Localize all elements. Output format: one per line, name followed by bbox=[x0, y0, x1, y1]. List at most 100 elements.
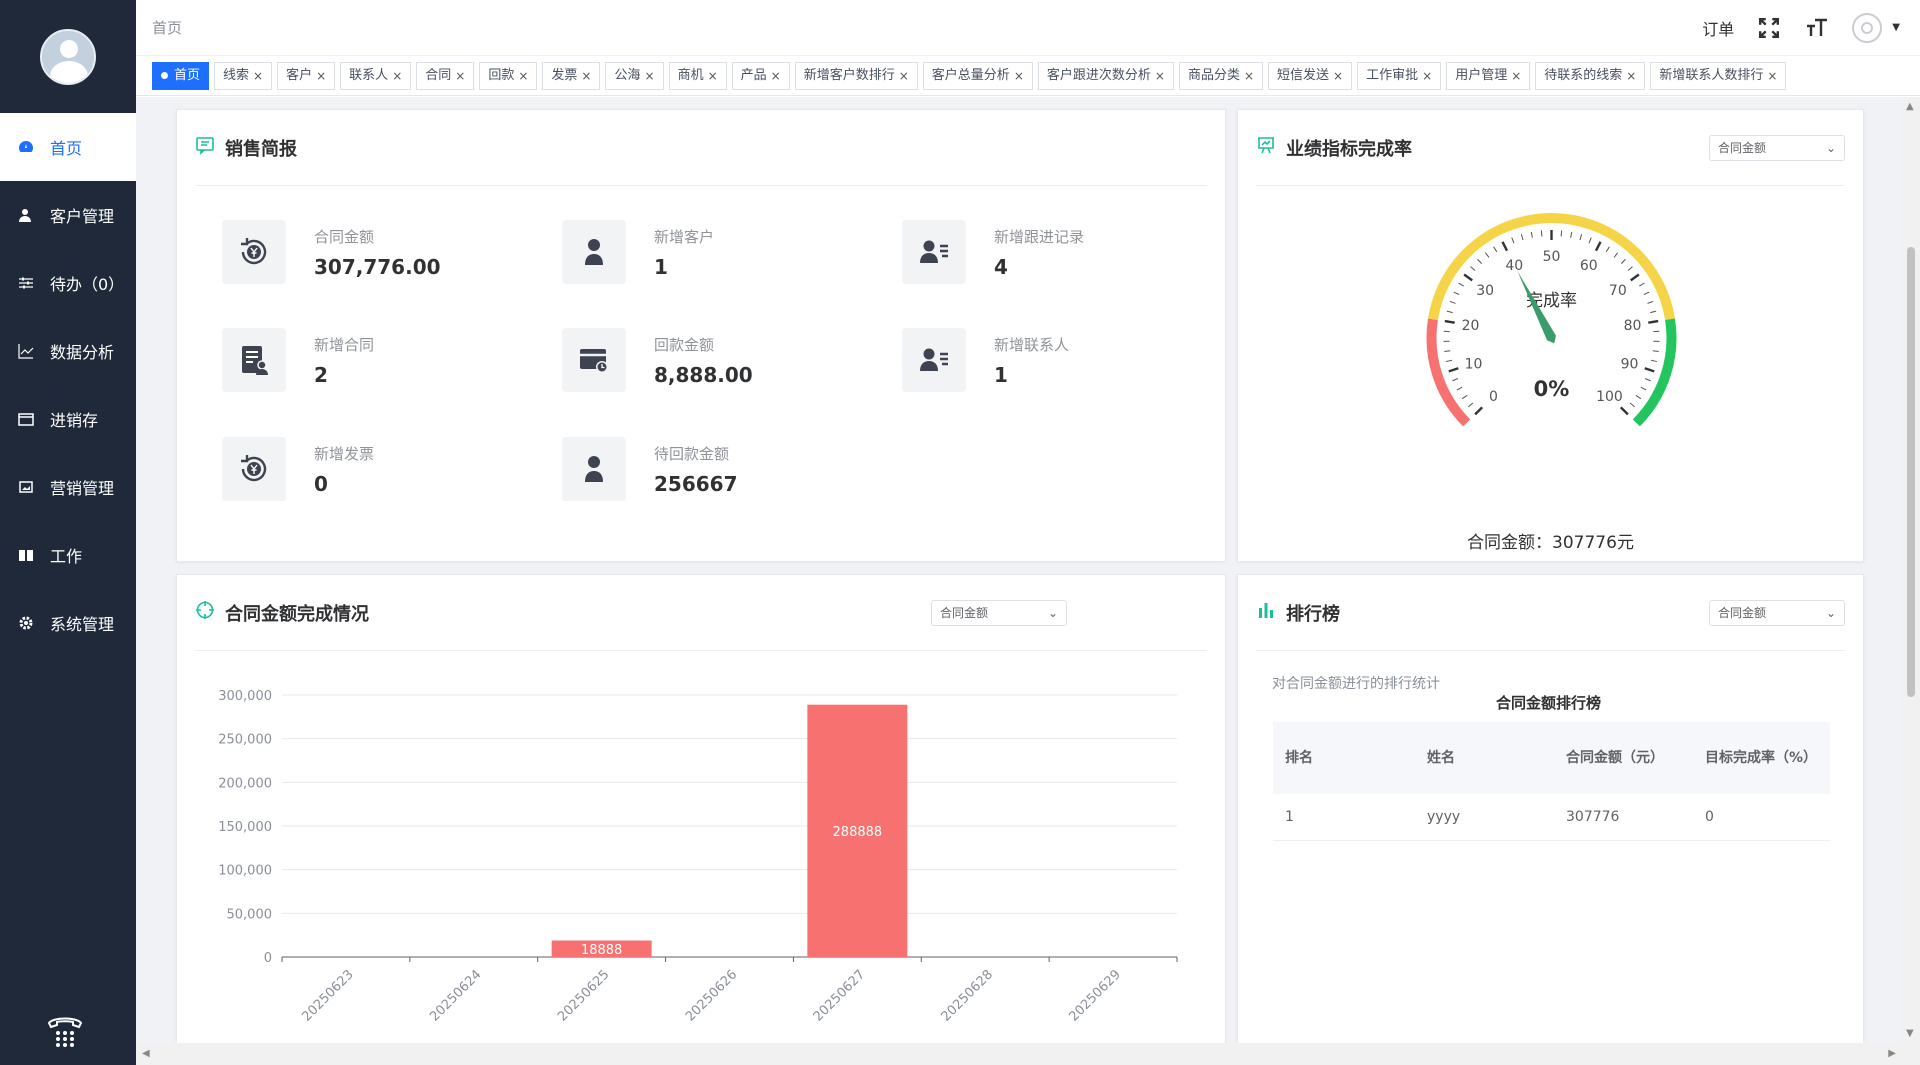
tab-18[interactable]: 新增联系人数排行 × bbox=[1650, 61, 1787, 90]
close-icon[interactable]: × bbox=[1626, 68, 1637, 83]
close-icon[interactable]: × bbox=[770, 68, 781, 83]
tab-16[interactable]: 用户管理 × bbox=[1446, 61, 1531, 90]
gauge-minor-tick bbox=[1647, 300, 1654, 304]
sidebar-item-todo[interactable]: 待办（0） bbox=[0, 249, 136, 317]
gauge-label: 完成率 bbox=[1526, 291, 1577, 311]
gauge-minor-tick bbox=[1446, 310, 1453, 314]
stat-value: 1 bbox=[994, 362, 1008, 387]
tab-label: 发票 bbox=[551, 67, 578, 83]
tab-12[interactable]: 客户跟进次数分析 × bbox=[1037, 61, 1174, 90]
stat-label: 新增合同 bbox=[314, 335, 375, 354]
chevron-down-icon[interactable]: ▼ bbox=[1892, 22, 1900, 33]
performance-metric-select[interactable]: 合同金额 ⌄ bbox=[1709, 134, 1845, 161]
tab-8[interactable]: 商机 × bbox=[668, 61, 727, 90]
close-icon[interactable]: × bbox=[1767, 68, 1778, 83]
vertical-scrollbar[interactable]: ▲ ▼ bbox=[1902, 97, 1920, 1043]
close-icon[interactable]: × bbox=[1333, 68, 1344, 83]
scroll-thumb[interactable] bbox=[1907, 247, 1915, 697]
table-cell: yyyy bbox=[1415, 794, 1554, 841]
sidebar-item-system[interactable]: 系统管理 bbox=[0, 589, 136, 657]
bar-20250627[interactable] bbox=[807, 704, 908, 957]
font-size-icon[interactable] bbox=[1804, 15, 1830, 41]
close-icon[interactable]: × bbox=[392, 68, 403, 83]
close-icon[interactable]: × bbox=[316, 68, 327, 83]
close-icon[interactable]: × bbox=[1511, 68, 1522, 83]
tab-7[interactable]: 公海 × bbox=[605, 61, 664, 90]
chevron-down-icon: ⌄ bbox=[1047, 605, 1058, 620]
close-icon[interactable]: × bbox=[253, 68, 264, 83]
user-avatar[interactable] bbox=[1852, 12, 1883, 43]
message-icon bbox=[195, 135, 215, 160]
gauge-minor-tick bbox=[1605, 246, 1610, 253]
avatar[interactable] bbox=[40, 28, 96, 85]
contract-metric-select[interactable]: 合同金额 ⌄ bbox=[931, 599, 1067, 626]
scroll-left-icon[interactable]: ◀ bbox=[142, 1048, 150, 1059]
close-icon[interactable]: × bbox=[518, 68, 529, 83]
tab-label: 商机 bbox=[677, 67, 704, 83]
tab-1[interactable]: 线索 × bbox=[214, 61, 273, 90]
sidebar-item-customers[interactable]: 客户管理 bbox=[0, 181, 136, 249]
tab-2[interactable]: 客户 × bbox=[277, 61, 336, 90]
scroll-right-icon[interactable]: ▶ bbox=[1888, 1048, 1896, 1059]
sidebar-item-marketing[interactable]: 营销管理 bbox=[0, 453, 136, 521]
x-tick-label: 20250624 bbox=[427, 967, 484, 1024]
phone-icon[interactable] bbox=[44, 1009, 86, 1051]
tab-label: 客户总量分析 bbox=[931, 67, 1010, 83]
tab-6[interactable]: 发票 × bbox=[542, 61, 601, 90]
column-header[interactable]: 目标完成率（%） bbox=[1693, 722, 1830, 794]
close-icon[interactable]: × bbox=[644, 68, 655, 83]
tab-11[interactable]: 客户总量分析 × bbox=[922, 61, 1033, 90]
close-icon[interactable]: × bbox=[1422, 68, 1433, 83]
sidebar-item-work[interactable]: 工作 bbox=[0, 521, 136, 589]
scroll-up-icon[interactable]: ▲ bbox=[1906, 101, 1914, 112]
sidebar-item-inventory[interactable]: 进销存 bbox=[0, 385, 136, 453]
horizontal-scrollbar[interactable]: ◀ ▶ bbox=[136, 1043, 1920, 1065]
gauge-minor-tick bbox=[1635, 394, 1642, 400]
table-row[interactable]: 1 yyyy 307776 0 bbox=[1273, 794, 1830, 841]
close-icon[interactable]: × bbox=[581, 68, 592, 83]
gauge-minor-tick bbox=[1470, 266, 1476, 271]
fullscreen-icon[interactable] bbox=[1756, 15, 1782, 41]
close-icon[interactable]: × bbox=[1243, 68, 1255, 83]
gauge-minor-tick bbox=[1453, 291, 1460, 296]
gauge-tick-label: 0 bbox=[1489, 389, 1498, 405]
breadcrumb[interactable]: 首页 bbox=[152, 19, 183, 37]
ranking-metric-select[interactable]: 合同金额 ⌄ bbox=[1709, 599, 1845, 626]
user-menu[interactable]: ▼ bbox=[1852, 12, 1900, 43]
column-header[interactable]: 排名 bbox=[1273, 722, 1415, 794]
close-icon[interactable]: × bbox=[898, 68, 909, 83]
sidebar: 首页 客户管理 待办（0） 数据分析 进销存 营销管理 bbox=[0, 0, 136, 1065]
tab-10[interactable]: 新增客户数排行 × bbox=[794, 61, 918, 90]
tab-0[interactable]: 首页 bbox=[152, 61, 210, 90]
tab-label: 公海 bbox=[614, 67, 641, 83]
tab-label: 用户管理 bbox=[1455, 67, 1508, 83]
close-icon[interactable]: × bbox=[707, 68, 718, 83]
completion-gauge: 0 10 20 30 40 50 60 70 80 90 100 完成率 0% bbox=[1426, 213, 1677, 427]
sidebar-item-home[interactable]: 首页 bbox=[0, 113, 136, 181]
gauge-minor-tick bbox=[1456, 386, 1463, 391]
sidebar-item-label: 系统管理 bbox=[50, 615, 115, 634]
tab-17[interactable]: 待联系的线索 × bbox=[1535, 61, 1646, 90]
sidebar-menu: 首页 客户管理 待办（0） 数据分析 进销存 营销管理 bbox=[0, 113, 136, 657]
bar-20250625[interactable] bbox=[551, 940, 652, 957]
contact-card-icon bbox=[902, 220, 966, 284]
y-tick-label: 250,000 bbox=[218, 733, 272, 748]
column-header[interactable]: 合同金额（元） bbox=[1554, 722, 1693, 794]
tab-14[interactable]: 短信发送 × bbox=[1268, 61, 1353, 90]
order-link[interactable]: 订单 bbox=[1702, 19, 1735, 39]
close-icon[interactable]: × bbox=[1013, 68, 1024, 83]
column-header[interactable]: 姓名 bbox=[1415, 722, 1554, 794]
tab-13[interactable]: 商品分类 × bbox=[1178, 61, 1264, 90]
tab-9[interactable]: 产品 × bbox=[731, 61, 790, 90]
close-icon[interactable]: × bbox=[455, 68, 466, 83]
sidebar-item-analytics[interactable]: 数据分析 bbox=[0, 317, 136, 385]
close-icon[interactable]: × bbox=[1154, 68, 1165, 83]
tab-4[interactable]: 合同 × bbox=[416, 61, 475, 90]
tab-3[interactable]: 联系人 × bbox=[340, 61, 412, 90]
gauge-minor-tick bbox=[1560, 230, 1563, 237]
tab-5[interactable]: 回款 × bbox=[479, 61, 538, 90]
scroll-down-icon[interactable]: ▼ bbox=[1906, 1028, 1914, 1039]
tab-15[interactable]: 工作审批 × bbox=[1357, 61, 1442, 90]
gear-icon bbox=[16, 613, 36, 633]
gauge-minor-tick bbox=[1613, 252, 1619, 258]
